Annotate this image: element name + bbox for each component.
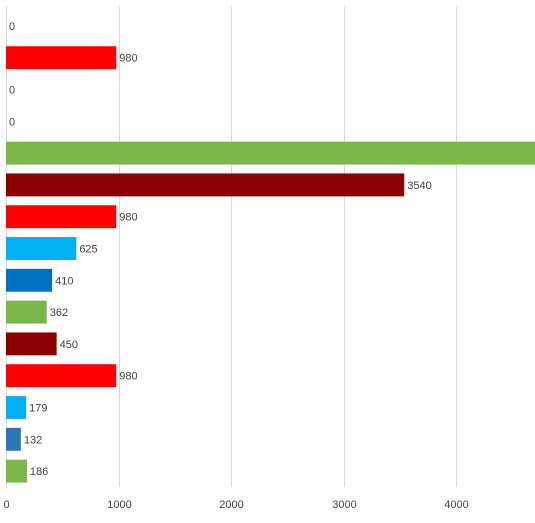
bar-value-label: 0	[9, 116, 15, 128]
bar	[6, 237, 77, 260]
bar-value-label: 625	[79, 244, 97, 256]
bar	[6, 141, 535, 165]
bar	[6, 427, 21, 451]
bar-value-label: 0	[9, 21, 15, 33]
x-tick-label: 3000	[332, 499, 356, 511]
x-tick-label: 2000	[219, 499, 243, 511]
bar	[6, 173, 405, 197]
data-labels: 0980005393354098062541036245098017913218…	[9, 21, 432, 478]
bar	[6, 332, 57, 356]
bar-value-label: 132	[24, 434, 42, 446]
bar-value-label: 450	[60, 339, 78, 351]
bar-value-label: 410	[55, 275, 73, 287]
bar-value-label: 362	[50, 307, 68, 319]
x-tick-label: 0	[3, 499, 9, 511]
bars	[6, 46, 535, 483]
bar-value-label: 3540	[407, 180, 431, 192]
bar	[6, 300, 47, 324]
bar	[6, 46, 117, 70]
bar-value-label: 980	[119, 212, 137, 224]
x-tick-label: 1000	[107, 499, 131, 511]
bar	[6, 205, 117, 229]
bar	[6, 396, 27, 419]
bar-value-label: 179	[29, 403, 47, 415]
bar	[6, 364, 117, 388]
bar-value-label: 186	[30, 466, 48, 478]
x-tick-label: 4000	[444, 499, 468, 511]
bar-value-label: 980	[119, 371, 137, 383]
bar-value-label: 0	[9, 85, 15, 97]
bar	[6, 268, 53, 292]
x-axis-ticks: 010002000300040005000	[3, 499, 468, 511]
bar	[6, 459, 27, 483]
bar-value-label: 980	[119, 53, 137, 65]
